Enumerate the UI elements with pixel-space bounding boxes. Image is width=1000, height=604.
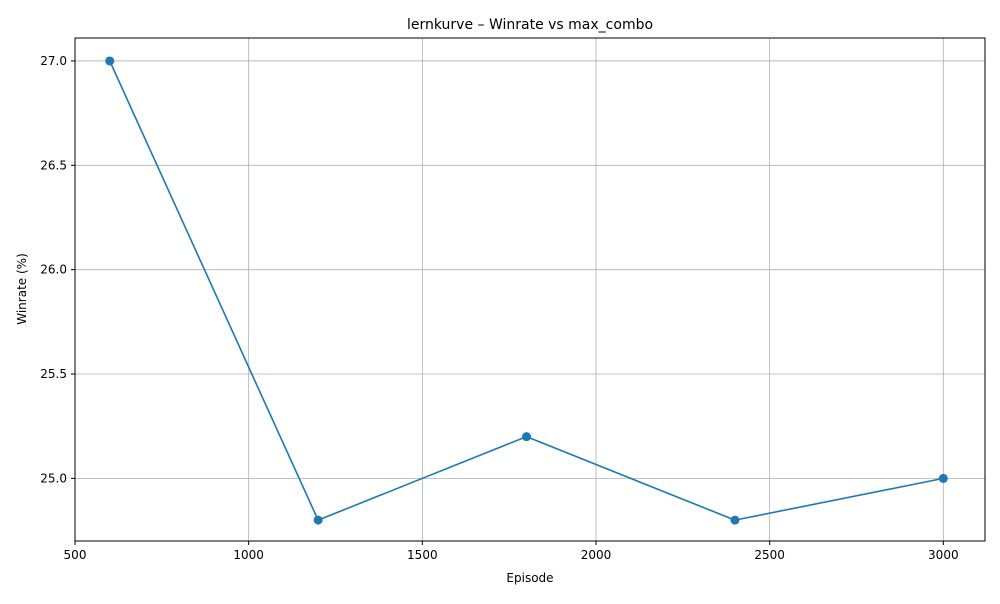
series-layer [105, 56, 948, 525]
x-tick-label: 500 [64, 548, 87, 562]
y-tick-label: 25.0 [40, 471, 67, 485]
data-point-2400 [730, 515, 740, 525]
y-tick-label: 26.0 [40, 263, 67, 277]
x-tick-label: 1500 [407, 548, 438, 562]
x-axis-label: Episode [506, 571, 553, 585]
y-axis-label: Winrate (%) [15, 253, 29, 325]
grid-layer [74, 38, 985, 541]
axes-layer: 500 1000 1500 2000 2500 3000 25.0 25.5 26.0 26.5 2… [40, 37, 986, 562]
x-tick-label: 2500 [754, 548, 785, 562]
series-line-0 [109, 60, 944, 521]
plot-frame [74, 37, 986, 542]
chart-title: lernkurve – Winrate vs max_combo [407, 17, 653, 33]
data-point-1200 [313, 515, 323, 525]
data-point-600 [105, 56, 115, 66]
x-tick-label: 3000 [928, 548, 959, 562]
y-tick-label: 25.5 [40, 367, 67, 381]
x-tick-label: 2000 [581, 548, 612, 562]
y-tick-label: 27.0 [40, 54, 67, 68]
data-point-3000 [938, 473, 948, 483]
data-point-1800 [522, 432, 532, 442]
y-tick-label: 26.5 [40, 158, 67, 172]
x-tick-label: 1000 [233, 548, 264, 562]
